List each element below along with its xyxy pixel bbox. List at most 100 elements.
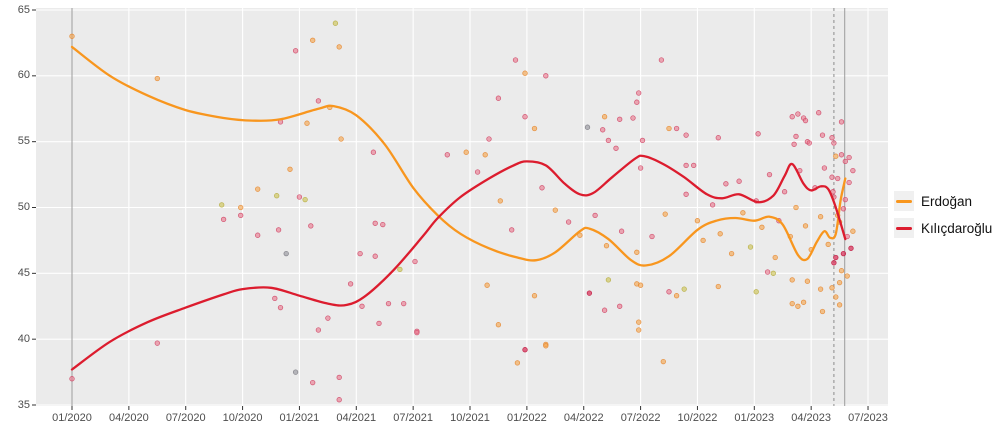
orange-poll-point [795,303,801,309]
pink-poll-point [308,223,314,229]
pink-poll-point [376,320,382,327]
yellow-poll-point [332,20,339,26]
x-axis-label: 10/2022 [677,412,718,424]
pink-poll-point [539,185,545,191]
pink-poll-point [683,191,689,197]
y-axis-label: 50 [17,201,30,213]
orange-poll-point [772,254,778,261]
pink-poll-point [829,174,835,180]
red-poll-point [848,245,854,251]
grey-poll-point [283,250,289,257]
pink-poll-point [683,132,689,138]
red-poll-point [586,290,593,296]
orange-poll-point [800,299,807,305]
orange-poll-point [673,293,680,299]
orange-poll-point [844,273,850,279]
pink-poll-point [637,165,644,171]
orange-poll-point [238,204,244,211]
x-axis-label: 04/2021 [336,412,377,424]
pink-poll-point [617,116,623,122]
orange-poll-point [154,75,160,82]
legend-key-swatch [894,191,914,211]
orange-poll-point [69,33,75,39]
red-poll-point [840,250,847,257]
orange-poll-point [636,327,642,333]
orange-poll-point [637,282,644,288]
pink-poll-point [802,117,809,124]
y-axis-label: 55 [17,135,30,148]
x-axis-label: 04/2023 [791,412,832,424]
orange-poll-point [700,237,706,244]
yellow-poll-point [397,266,403,273]
pink-poll-point [359,303,365,309]
y-axis-label: 65 [17,3,30,16]
pink-poll-point [543,73,549,79]
y-axis-label: 60 [17,69,30,82]
orange-poll-point [666,125,672,132]
orange-poll-point [817,286,824,292]
pink-poll-point [385,300,392,307]
pink-poll-point [310,379,316,386]
x-axis-label: 01/2022 [506,412,547,424]
pink-poll-point [617,303,623,309]
orange-poll-point [338,136,344,142]
pink-poll-point [821,165,828,171]
pink-poll-point [691,162,697,169]
red-poll-point [831,260,837,266]
pink-poll-point [795,111,801,117]
y-axis-label: 45 [17,266,30,279]
x-axis-label: 01/2023 [734,412,775,424]
x-axis-label: 10/2020 [222,412,263,424]
orange-poll-point [552,207,558,213]
pink-poll-point [412,258,418,265]
pink-poll-point [372,253,378,259]
pink-poll-point [486,136,492,142]
orange-poll-point [836,302,843,308]
x-axis-label: 04/2022 [563,412,604,424]
pink-poll-point [315,327,322,333]
pink-poll-point [683,162,689,169]
pink-poll-point [634,99,640,105]
pink-poll-point [846,179,852,186]
x-axis-label: 04/2020 [108,412,149,424]
pink-poll-point [509,227,515,233]
yellow-poll-point [681,286,687,292]
legend-item: Erdoğan [894,190,992,212]
pink-poll-point [601,307,608,313]
pink-poll-point [829,135,835,141]
yellow-poll-point [753,289,759,295]
pink-poll-point [791,141,797,147]
pink-poll-point [444,152,450,158]
pink-poll-point [781,189,788,195]
orange-poll-point [660,358,666,365]
pink-poll-point [842,196,848,203]
chart-legend: Erdoğan Kılıçdaroğlu [894,190,992,239]
pink-poll-point [220,216,227,223]
legend-label: Erdoğan [921,193,973,209]
orange-poll-point [789,300,795,307]
pink-poll-point [764,269,771,275]
pink-poll-point [816,110,822,116]
orange-poll-point [603,243,610,249]
pink-poll-point [806,140,812,146]
pink-poll-point [842,158,848,165]
pink-poll-point [336,374,342,381]
trend-line-erdogan [70,45,847,267]
pink-poll-point [639,137,646,144]
pink-poll-point [605,137,612,144]
orange-poll-point [336,44,342,50]
yellow-poll-point [770,270,776,276]
legend-label: Kılıçdaroğlu [921,220,993,236]
pink-poll-point [630,115,636,121]
orange-poll-point [495,322,502,328]
pink-poll-point [495,95,502,101]
pink-poll-point [277,304,284,311]
pink-poll-point [636,90,642,96]
pink-poll-point [336,397,342,403]
x-axis-label: 07/2022 [620,412,661,424]
orange-poll-point [759,224,765,230]
orange-poll-point [804,278,811,284]
pink-poll-point [838,119,845,125]
